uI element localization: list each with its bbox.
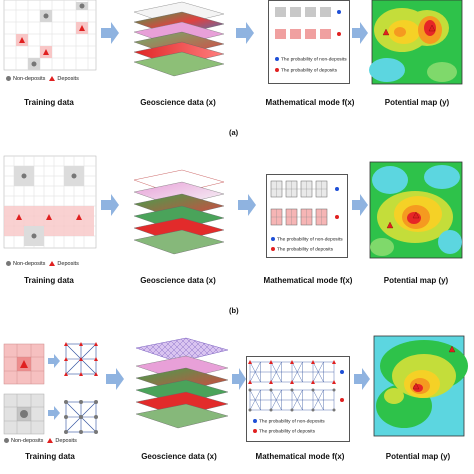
- arrow-right-icon: [101, 194, 119, 216]
- panel-b: Non-deposits Deposits: [0, 155, 474, 326]
- panel-a: Non-deposits Deposits The probabil: [0, 0, 474, 150]
- deposit-marker: [19, 37, 25, 43]
- training-legend-c: Non-deposits Deposits: [4, 438, 77, 444]
- deposit-marker: [43, 49, 49, 55]
- deposit-marker: [16, 214, 22, 220]
- training-label-a: Training data: [24, 98, 74, 107]
- map-label-c: Potential map (y): [385, 452, 451, 461]
- model-box-b: The probability of non-deposits The prob…: [266, 174, 348, 258]
- geoscience-label-a: Geoscience data (x): [140, 98, 216, 107]
- deposit-marker: [412, 211, 420, 219]
- potential-map-a: [369, 0, 463, 85]
- deposit-marker: [386, 221, 394, 229]
- non-deposit-marker: [21, 173, 27, 179]
- training-label-b: Training data: [24, 276, 74, 285]
- deposit-marker: [448, 345, 456, 353]
- non-deposit-marker: [79, 3, 85, 9]
- geoscience-layers-b: [133, 169, 225, 255]
- arrow-right-icon: [238, 194, 256, 216]
- model-label-b: Mathematical mode f(x): [263, 276, 353, 285]
- potential-map-c: [373, 335, 468, 437]
- arrow-right-icon: [354, 368, 370, 390]
- arrow-right-icon: [101, 22, 119, 44]
- model-box-c: The probability of non-deposits The prob…: [246, 356, 350, 442]
- training-legend-a: Non-deposits Deposits: [6, 76, 79, 82]
- geoscience-layers-c: [135, 337, 229, 429]
- arrow-right-icon: [236, 22, 254, 44]
- arrow-right-icon: [48, 354, 60, 368]
- arrow-right-icon: [106, 368, 124, 390]
- graph-grid-c: [64, 342, 98, 434]
- deposit-marker: [382, 28, 390, 36]
- deposit-marker: [79, 25, 85, 31]
- arrow-right-icon: [352, 194, 368, 216]
- deposit-marker: [428, 24, 436, 32]
- map-label-b: Potential map (y): [383, 276, 449, 285]
- geoscience-label-b: Geoscience data (x): [140, 276, 216, 285]
- training-grid-c: [3, 343, 45, 435]
- geoscience-label-c: Geoscience data (x): [141, 452, 217, 461]
- non-deposit-marker: [71, 173, 77, 179]
- panel-caption-a: (a): [229, 128, 239, 137]
- deposit-marker: [20, 360, 28, 368]
- deposit-marker: [412, 382, 420, 390]
- training-grid-a: [3, 0, 97, 71]
- potential-map-b: [369, 161, 463, 259]
- non-deposit-marker: [20, 410, 28, 418]
- model-label-a: Mathematical mode f(x): [265, 98, 355, 107]
- panel-caption-b: (b): [229, 306, 239, 315]
- training-legend-b: Non-deposits Deposits: [6, 261, 79, 267]
- panel-c: Non-deposits Deposits: [0, 330, 474, 474]
- model-label-c: Mathematical mode f(x): [255, 452, 345, 461]
- non-deposit-marker: [31, 233, 37, 239]
- geoscience-layers-a: [133, 1, 225, 77]
- arrow-right-icon: [232, 368, 246, 390]
- deposit-marker: [76, 214, 82, 220]
- training-grid-b: [3, 155, 97, 249]
- non-deposit-marker: [31, 61, 37, 67]
- non-deposit-marker: [43, 13, 49, 19]
- deposit-marker: [46, 214, 52, 220]
- model-box-a: The probability of non-deposits The prob…: [268, 0, 350, 84]
- arrow-right-icon: [352, 22, 368, 44]
- training-label-c: Training data: [25, 452, 75, 461]
- map-label-a: Potential map (y): [384, 98, 450, 107]
- arrow-right-icon: [48, 406, 60, 420]
